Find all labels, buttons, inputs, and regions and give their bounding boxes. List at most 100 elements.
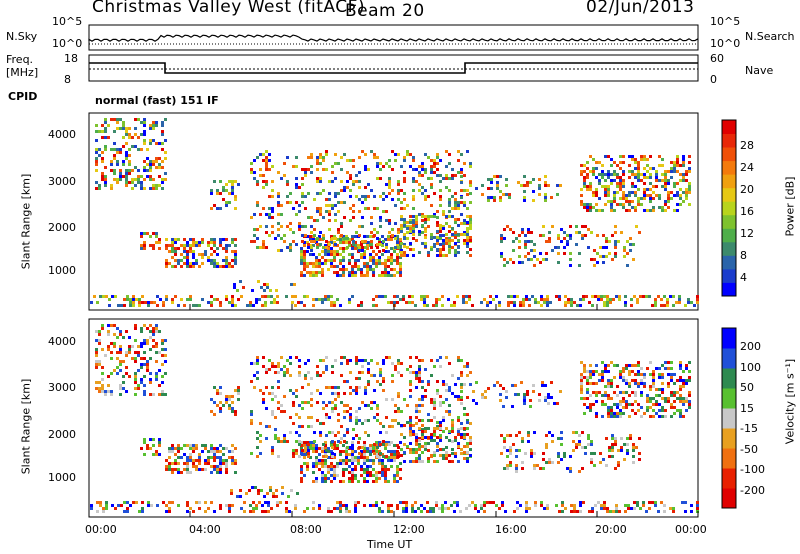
velocity-cell [150,504,153,507]
velocity-cell [661,388,664,391]
velocity-cell [424,448,427,451]
power-cell [116,181,119,184]
power-cell [363,274,366,277]
velocity-cell [189,453,192,456]
power-cell [361,249,364,252]
velocity-cell [460,452,463,455]
power-cell [352,159,355,162]
velocity-cell [375,450,378,453]
power-cell [614,240,617,243]
velocity-cell [400,424,403,427]
velocity-cell [351,450,354,453]
velocity-cell [349,407,352,410]
velocity-cell [655,400,658,403]
power-cell [168,244,171,247]
power-cell [321,256,324,259]
power-cell [451,177,454,180]
velocity-cell [155,351,158,354]
velocity-cell [186,444,189,447]
power-cell [623,249,626,252]
velocity-cell [429,510,432,513]
power-cell [640,179,643,182]
velocity-cell [589,382,592,385]
velocity-cell [358,446,361,449]
power-cell [304,207,307,210]
power-cell [390,259,393,262]
power-cell [601,164,604,167]
power-cell [165,259,168,262]
velocity-cell [322,371,325,374]
power-cell [328,180,331,183]
velocity-cell [409,356,412,359]
power-cell [658,194,661,197]
power-cell [192,262,195,265]
velocity-cell [463,365,466,368]
velocity-cell [225,401,228,404]
power-cell [604,191,607,194]
power-cell [427,177,430,180]
velocity-cell [409,427,412,430]
power-cell [638,231,641,234]
power-cell [260,286,263,289]
power-cell [546,298,549,301]
velocity-cell [104,393,107,396]
power-cell [454,249,457,252]
power-cell [319,207,322,210]
power-cell [427,156,430,159]
power-cell [512,261,515,264]
velocity-cell [658,388,661,391]
power-cell [687,298,690,301]
power-cell [373,153,376,156]
power-cell [143,178,146,181]
power-cell [146,175,149,178]
velocity-cell [312,507,315,510]
velocity-cell [237,392,240,395]
velocity-cell [312,471,315,474]
velocity-cell [463,436,466,439]
velocity-cell [315,462,318,465]
power-cell [298,186,301,189]
power-cell [448,239,451,242]
power-cell [303,244,306,247]
power-cell [152,124,155,127]
velocity-cell [475,381,478,384]
power-cell [171,247,174,250]
velocity-cell [276,504,279,507]
velocity-cell [289,356,292,359]
velocity-cell [616,412,619,415]
power-cell [336,265,339,268]
velocity-cell [367,380,370,383]
velocity-cell [107,324,110,327]
power-cell [334,219,337,222]
power-cell [360,274,363,277]
power-cell [99,295,102,298]
power-cell [652,209,655,212]
power-cell [580,188,583,191]
velocity-cell [216,456,219,459]
power-cell [268,153,271,156]
power-cell [343,237,346,240]
velocity-cell [664,361,667,364]
velocity-cell [304,401,307,404]
velocity-cell [583,367,586,370]
power-cell [334,195,337,198]
power-cell [436,242,439,245]
power-cell [654,298,657,301]
power-cell [646,158,649,161]
power-cell [557,246,560,249]
power-cell [436,216,439,219]
power-cell [95,151,98,154]
power-cell [503,228,506,231]
power-cell [513,304,516,307]
velocity-cell [424,430,427,433]
velocity-cell [469,436,472,439]
velocity-cell [174,459,177,462]
power-cell [382,192,385,195]
power-cell [285,295,288,298]
velocity-cell [626,437,629,440]
power-cell [364,198,367,201]
velocity-cell [532,390,535,393]
power-cell [330,241,333,244]
power-cell [195,262,198,265]
velocity-cell [613,391,616,394]
